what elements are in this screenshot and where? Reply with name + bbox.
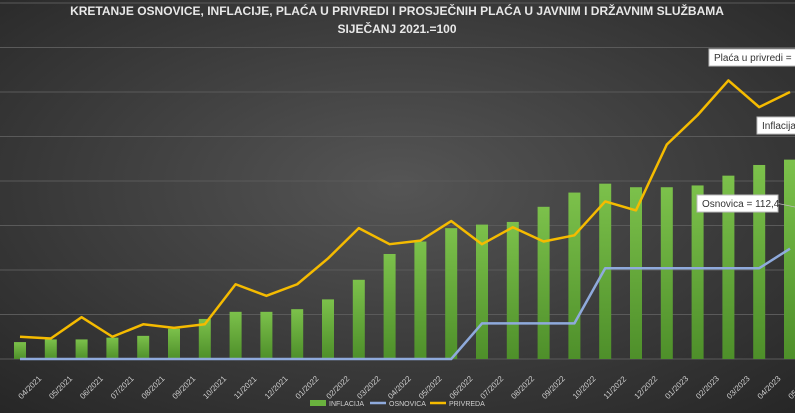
bar — [260, 311, 273, 359]
bar — [568, 192, 581, 359]
bar — [660, 187, 673, 359]
bar — [537, 206, 550, 359]
annotation: Osnovica = 112,4 — [702, 199, 780, 210]
bar — [14, 342, 26, 359]
bar — [753, 164, 766, 359]
bar — [229, 311, 242, 359]
legend-label: INFLACIJA — [329, 401, 364, 408]
legend-label: OSNOVICA — [389, 401, 426, 408]
bar — [168, 328, 180, 359]
annotation-box — [756, 116, 795, 135]
chart-subtitle: SIJEČANJ 2021.=100 — [337, 21, 456, 36]
bar — [198, 318, 211, 359]
bar — [75, 339, 88, 359]
bar — [44, 339, 57, 359]
legend-label: PRIVREDA — [449, 401, 485, 408]
bar — [137, 335, 150, 359]
bar — [691, 185, 704, 359]
annotation: Plaća u privredi = 1 — [714, 53, 795, 64]
line — [19, 79, 791, 340]
bar — [291, 309, 304, 359]
bar — [784, 159, 795, 359]
bar — [322, 299, 334, 359]
chart-title: KRETANJE OSNOVICE, INFLACIJE, PLAĆA U PR… — [70, 3, 724, 18]
bar — [352, 279, 365, 359]
bar — [106, 337, 119, 359]
annotation: Inflacija — [762, 121, 795, 132]
legend-swatch — [310, 400, 326, 406]
line — [20, 247, 791, 361]
bar — [383, 253, 396, 359]
annotation-box — [708, 48, 795, 67]
annotation-box — [696, 194, 779, 213]
leader-line — [777, 203, 795, 208]
bar — [414, 241, 427, 359]
bar — [506, 221, 519, 359]
bar — [630, 187, 642, 359]
bar — [599, 183, 612, 359]
bar — [445, 228, 458, 359]
